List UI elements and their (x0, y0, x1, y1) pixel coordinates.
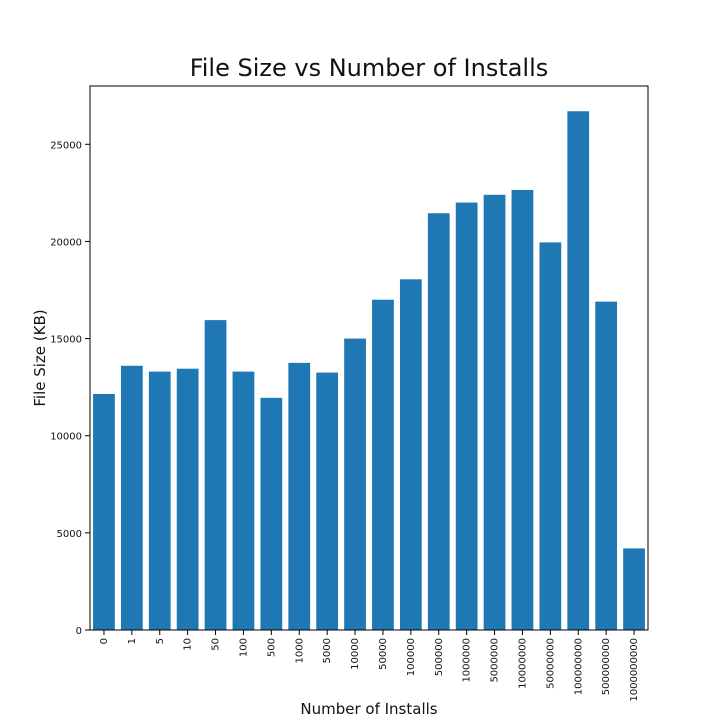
x-tick-label-1000000: 1000000 (462, 638, 473, 683)
bar-500000000 (595, 301, 618, 630)
x-tick-label-10000: 10000 (350, 638, 361, 670)
bar-1000000000 (623, 548, 645, 630)
x-tick-label-100000000: 100000000 (573, 638, 584, 695)
x-tick-label-500000000: 500000000 (601, 638, 612, 695)
bar-1000 (288, 362, 311, 630)
bar-50000000 (539, 242, 562, 630)
bar-50 (204, 320, 227, 630)
plot-frame (89, 85, 649, 631)
x-tick-label-10: 10 (183, 638, 194, 651)
bar-500 (260, 397, 283, 630)
y-tick-label-20000: 20000 (50, 237, 82, 248)
bar-5 (148, 371, 171, 630)
y-tick-label-0: 0 (76, 626, 82, 637)
x-tick-label-50000000: 50000000 (545, 638, 556, 689)
y-tick-label-25000: 25000 (50, 140, 82, 151)
bar-1000000 (455, 202, 478, 631)
bar-0 (93, 393, 115, 630)
x-tick-label-1000: 1000 (294, 638, 305, 663)
x-tick-label-0: 0 (99, 638, 110, 644)
x-tick-label-10000000: 10000000 (517, 638, 528, 689)
x-axis-label: Number of Installs (300, 700, 438, 718)
x-tick-label-50: 50 (211, 638, 222, 651)
y-axis-label: File Size (KB) (31, 309, 49, 407)
x-tick-label-100000: 100000 (406, 638, 417, 676)
bar-50000 (372, 299, 394, 630)
bar-100000 (399, 279, 422, 630)
bar-10000 (344, 338, 366, 630)
x-tick-label-5000: 5000 (322, 638, 333, 663)
y-tick-label-15000: 15000 (50, 335, 82, 346)
bar-5000000 (483, 194, 506, 631)
bar-5000 (316, 372, 339, 630)
x-tick-label-500: 500 (266, 638, 277, 657)
x-tick-label-500000: 500000 (434, 638, 445, 676)
x-tick-label-50000: 50000 (378, 638, 389, 670)
x-tick-label-5: 5 (155, 638, 166, 644)
x-tick-label-100: 100 (238, 638, 249, 657)
bar-100000000 (567, 111, 590, 630)
y-tick-label-10000: 10000 (50, 432, 82, 443)
x-tick-label-5000000: 5000000 (490, 638, 501, 683)
bar-1 (120, 365, 143, 630)
bar-10000000 (511, 189, 534, 630)
chart-title: File Size vs Number of Installs (189, 54, 549, 82)
bar-500000 (427, 213, 450, 630)
x-tick-label-1000000000: 1000000000 (629, 638, 640, 702)
bar-10 (176, 368, 199, 630)
x-tick-label-1: 1 (127, 638, 138, 644)
y-tick-label-5000: 5000 (57, 529, 82, 540)
bar-100 (232, 371, 255, 630)
